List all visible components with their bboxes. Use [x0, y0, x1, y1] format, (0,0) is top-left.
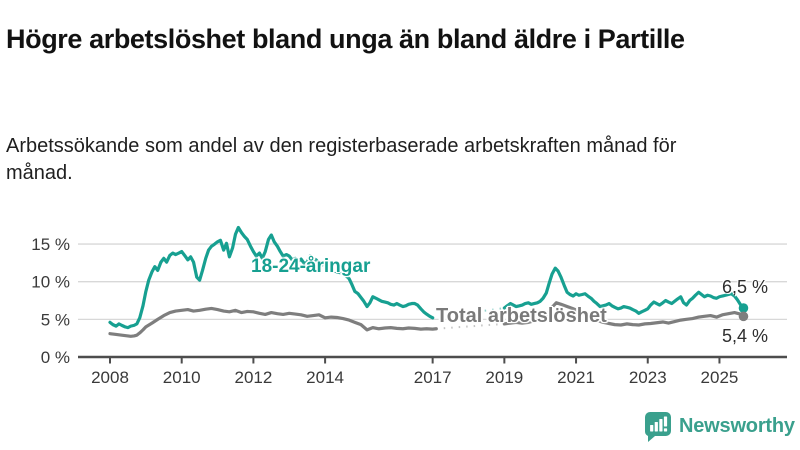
x-tick-label: 2010: [163, 368, 201, 387]
logo-brand-text: Newsworthy: [679, 415, 795, 437]
end-value-label-youth: 6,5 %: [722, 277, 769, 297]
series-end-dot-youth: [738, 303, 749, 313]
x-tick-label: 2021: [557, 368, 595, 387]
series-label-youth: 18-24-åringar: [251, 256, 371, 277]
newsworthy-logo[interactable]: Newsworthy: [644, 411, 795, 442]
series-line-total: [108, 306, 438, 338]
page-title: Högre arbetslöshet bland unga än bland ä…: [6, 24, 685, 55]
x-tick-label: 2019: [485, 368, 523, 387]
x-tick-label: 2017: [414, 368, 452, 387]
x-tick-label: 2023: [629, 368, 667, 387]
y-tick-label: 0 %: [41, 348, 70, 367]
end-value-label-total: 5,4 %: [722, 326, 769, 346]
series-line-youth: [108, 225, 435, 330]
y-tick-label: 5 %: [41, 310, 70, 329]
series-line-total: [502, 301, 746, 327]
x-tick-label: 2012: [234, 368, 272, 387]
y-tick-label: 10 %: [31, 273, 70, 292]
series-line-youth: [502, 266, 746, 315]
x-tick-label: 2008: [91, 368, 129, 387]
series-end-dot-total: [738, 311, 749, 322]
series-gap-dotted-youth: [432, 307, 505, 319]
page-subtitle: Arbetssökande som andel av den registerb…: [6, 135, 677, 184]
bar-chart-speech-bubble-icon: [645, 412, 671, 442]
series-label-total: Total arbetslöshet: [436, 305, 607, 327]
x-tick-label: 2025: [701, 368, 739, 387]
y-tick-label: 15 %: [31, 235, 70, 254]
x-tick-label: 2014: [306, 368, 344, 387]
